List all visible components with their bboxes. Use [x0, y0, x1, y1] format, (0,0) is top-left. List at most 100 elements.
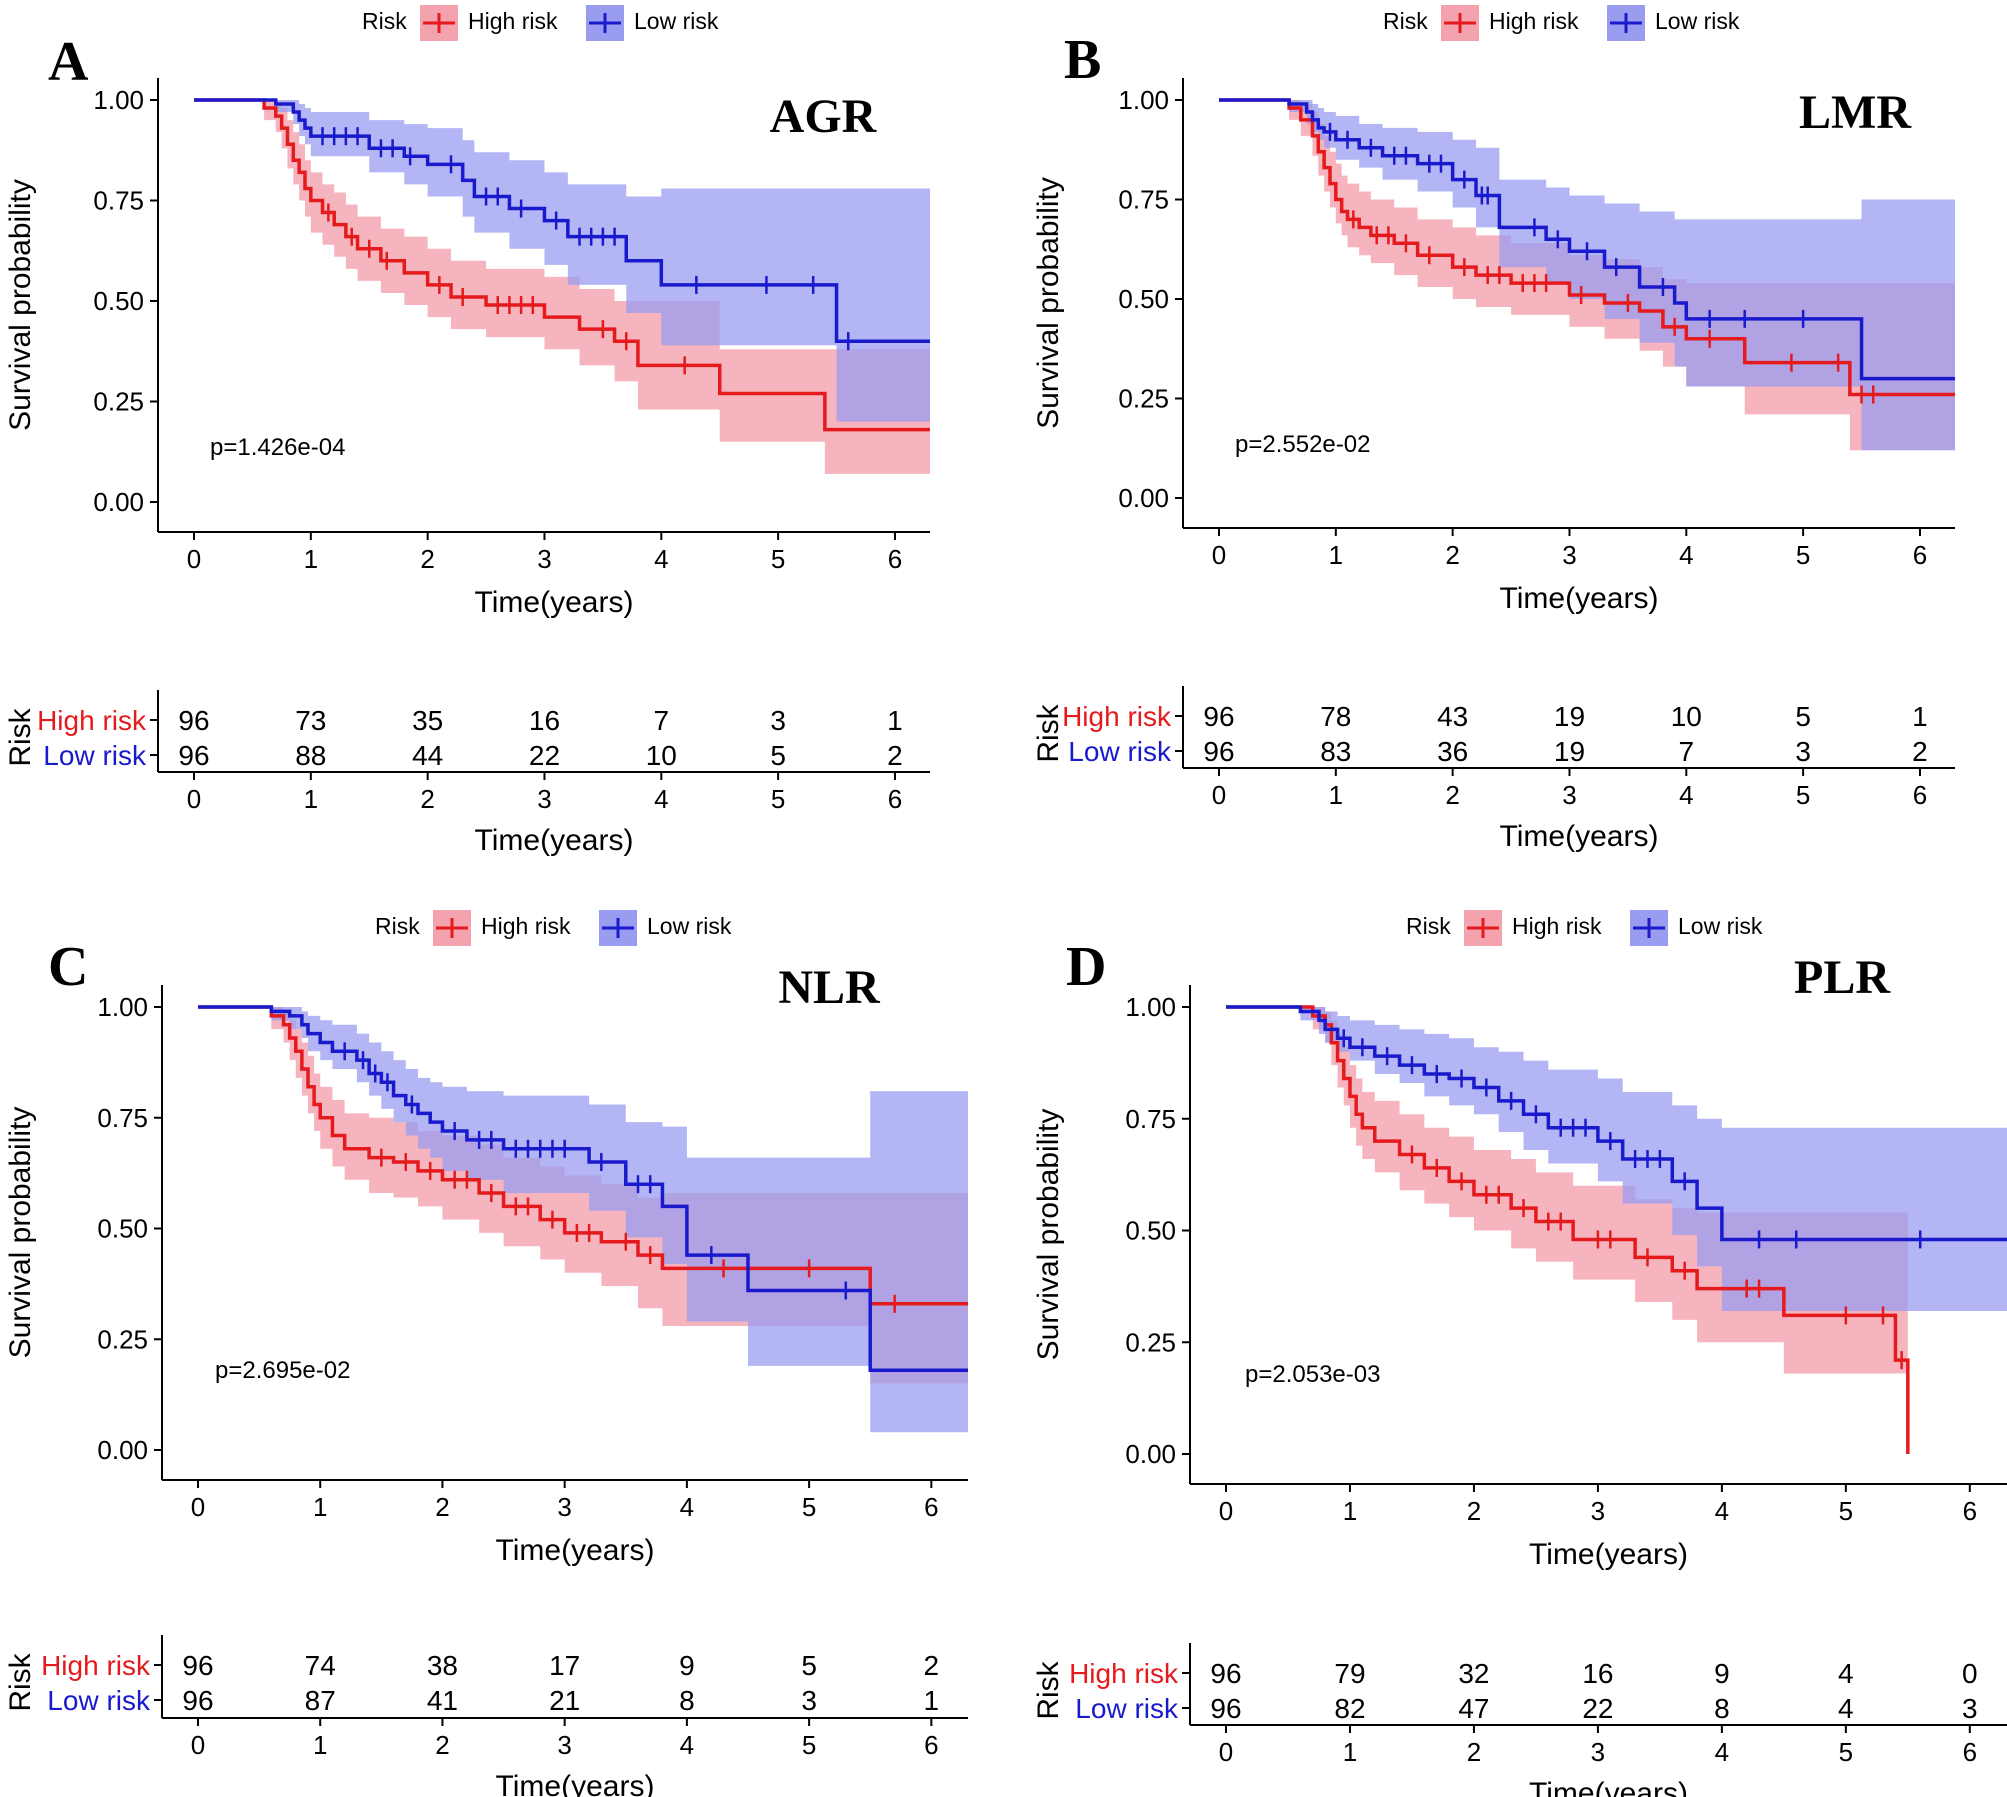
risk-table-x-tick-label: 3: [537, 784, 551, 814]
risk-table-x-tick-label: 3: [1562, 780, 1576, 810]
risk-group-label-low: Low risk: [43, 740, 147, 771]
y-tick-label: 0.75: [1125, 1104, 1176, 1134]
risk-table-x-tick-label: 5: [1796, 780, 1810, 810]
risk-count: 83: [1320, 736, 1351, 767]
y-tick-label: 1.00: [93, 85, 144, 115]
risk-count: 7: [1679, 736, 1695, 767]
panel-letter: B: [1064, 29, 1101, 91]
risk-count: 79: [1334, 1658, 1365, 1689]
risk-count: 1: [887, 705, 903, 736]
x-tick-label: 5: [802, 1492, 816, 1522]
x-tick-label: 3: [557, 1492, 571, 1522]
risk-count: 96: [1210, 1658, 1241, 1689]
panel-letter: D: [1066, 936, 1106, 998]
risk-table-x-tick-label: 1: [313, 1730, 327, 1760]
risk-group-label-high: High risk: [1062, 701, 1172, 732]
risk-count: 43: [1437, 701, 1468, 732]
x-tick-label: 6: [1963, 1496, 1977, 1526]
x-tick-label: 2: [1445, 540, 1459, 570]
x-axis-title: Time(years): [496, 1534, 655, 1567]
y-tick-label: 0.75: [97, 1103, 148, 1133]
risk-table-x-tick-label: 5: [802, 1730, 816, 1760]
panel-letter: C: [48, 936, 88, 998]
risk-table-x-tick-label: 2: [435, 1730, 449, 1760]
x-tick-label: 0: [1212, 540, 1226, 570]
y-axis-title: Survival probability: [4, 179, 37, 431]
ci-band-high: [194, 100, 930, 474]
x-tick-label: 4: [654, 544, 668, 574]
risk-table-x-axis-title: Time(years): [1500, 820, 1659, 853]
risk-count: 16: [529, 705, 560, 736]
x-tick-label: 4: [680, 1492, 694, 1522]
risk-table-x-tick-label: 4: [654, 784, 668, 814]
y-tick-label: 0.00: [97, 1435, 148, 1465]
x-tick-label: 3: [537, 544, 551, 574]
risk-count: 8: [1714, 1693, 1730, 1724]
y-tick-label: 0.75: [93, 186, 144, 216]
x-tick-label: 0: [191, 1492, 205, 1522]
risk-count: 0: [1962, 1658, 1978, 1689]
risk-table-x-axis-title: Time(years): [1529, 1777, 1688, 1797]
risk-count: 78: [1320, 701, 1351, 732]
y-tick-label: 0.00: [1118, 483, 1169, 513]
risk-count: 96: [1210, 1693, 1241, 1724]
x-tick-label: 2: [420, 544, 434, 574]
x-tick-label: 5: [1796, 540, 1810, 570]
legend-entry-1: Low risk: [647, 913, 732, 939]
risk-count: 3: [1962, 1693, 1978, 1724]
risk-count: 3: [770, 705, 786, 736]
y-tick-label: 1.00: [1118, 85, 1169, 115]
ci-band-low: [194, 100, 930, 422]
risk-table-x-tick-label: 3: [1591, 1737, 1605, 1767]
survival-curve-low: [194, 98, 930, 343]
risk-count: 96: [178, 705, 209, 736]
risk-count: 16: [1582, 1658, 1613, 1689]
ci-band-low: [1226, 1007, 2007, 1311]
legend-entry-1: Low risk: [1678, 913, 1763, 939]
risk-count: 9: [679, 1650, 695, 1681]
legend-title: Risk: [375, 913, 420, 939]
risk-count: 5: [1795, 701, 1811, 732]
p-value: p=1.426e-04: [210, 434, 345, 461]
x-axis-title: Time(years): [1529, 1538, 1688, 1571]
x-tick-label: 5: [1839, 1496, 1853, 1526]
legend-entry-0: High risk: [1489, 8, 1579, 34]
x-tick-label: 0: [1219, 1496, 1233, 1526]
x-tick-label: 2: [435, 1492, 449, 1522]
risk-count: 2: [924, 1650, 940, 1681]
risk-count: 17: [549, 1650, 580, 1681]
x-tick-label: 5: [771, 544, 785, 574]
risk-count: 96: [182, 1685, 213, 1716]
risk-table-x-tick-label: 0: [1212, 780, 1226, 810]
x-tick-label: 1: [304, 544, 318, 574]
risk-group-label-low: Low risk: [1075, 1693, 1179, 1724]
risk-count: 82: [1334, 1693, 1365, 1724]
risk-table-x-tick-label: 2: [420, 784, 434, 814]
y-tick-label: 0.00: [93, 487, 144, 517]
p-value: p=2.552e-02: [1235, 431, 1370, 458]
legend-title: Risk: [362, 8, 407, 34]
risk-count: 47: [1458, 1693, 1489, 1724]
risk-count: 8: [679, 1685, 695, 1716]
risk-group-label-high: High risk: [1069, 1658, 1179, 1689]
y-tick-label: 0.50: [97, 1214, 148, 1244]
risk-count: 74: [305, 1650, 336, 1681]
risk-count: 32: [1458, 1658, 1489, 1689]
panel-title: PLR: [1794, 951, 1891, 1004]
risk-table-x-tick-label: 0: [191, 1730, 205, 1760]
risk-count: 88: [295, 740, 326, 771]
risk-count: 36: [1437, 736, 1468, 767]
risk-count: 22: [529, 740, 560, 771]
risk-table-x-tick-label: 2: [1467, 1737, 1481, 1767]
risk-count: 9: [1714, 1658, 1730, 1689]
risk-table-x-tick-label: 6: [1963, 1737, 1977, 1767]
panel-letter: A: [48, 31, 89, 93]
risk-table-x-tick-label: 5: [771, 784, 785, 814]
y-tick-label: 0.50: [1125, 1216, 1176, 1246]
x-tick-label: 6: [1913, 540, 1927, 570]
risk-table-x-tick-label: 0: [187, 784, 201, 814]
